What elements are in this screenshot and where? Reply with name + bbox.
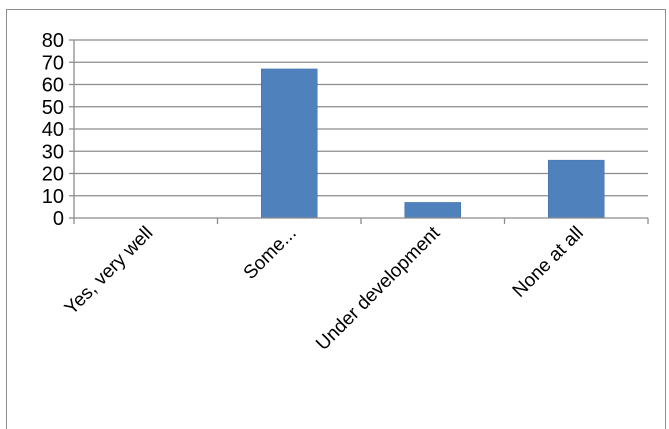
bar [261, 68, 318, 219]
y-tick-label: 10 [42, 186, 64, 208]
y-tick-label: 50 [42, 97, 64, 119]
x-tick-label: Under development [312, 222, 445, 355]
y-tick-label: 80 [42, 30, 64, 52]
x-tick-labels: Yes, very well Some... Under development No… [61, 222, 588, 355]
y-tick-label: 20 [42, 164, 64, 186]
bars [261, 68, 605, 219]
axes [69, 39, 649, 224]
x-tick-label: Yes, very well [61, 223, 157, 319]
chart-frame [6, 9, 666, 429]
x-tick-label: None at all [509, 223, 588, 302]
bar [548, 159, 605, 219]
y-tick-label: 40 [42, 119, 64, 141]
x-tick-label: Some... [240, 223, 301, 284]
y-tick-label: 70 [42, 52, 64, 74]
gridlines [74, 39, 648, 197]
y-tick-label: 60 [42, 75, 64, 97]
bar [404, 202, 461, 219]
y-tick-label: 0 [53, 208, 64, 230]
y-tick-label: 30 [42, 141, 64, 163]
